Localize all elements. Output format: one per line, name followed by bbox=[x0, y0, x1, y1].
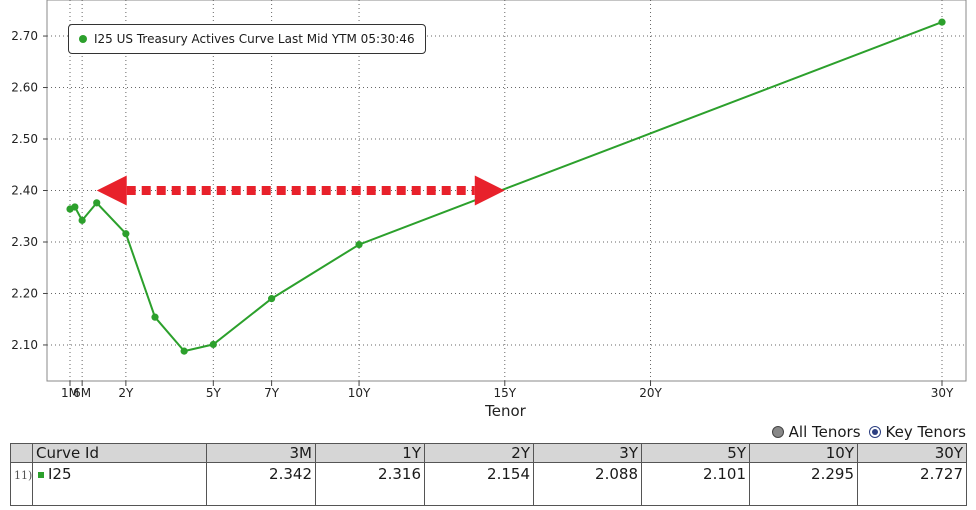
column-header[interactable]: 2Y bbox=[424, 443, 534, 463]
y-tick-label: 2.70 bbox=[11, 29, 38, 43]
y-tick-label: 2.30 bbox=[11, 235, 38, 249]
x-tick-label: 15Y bbox=[493, 386, 516, 400]
key-tenors-radio[interactable]: Key Tenors bbox=[868, 423, 966, 441]
x-tick-label: 2Y bbox=[118, 386, 134, 400]
data-point bbox=[78, 216, 86, 224]
value-cell: 2.342 bbox=[206, 462, 316, 506]
data-point bbox=[938, 18, 946, 26]
curve-id-cell: I25 bbox=[32, 462, 207, 506]
legend-series-dot bbox=[79, 35, 87, 43]
data-point bbox=[151, 313, 159, 321]
x-tick-label: 20Y bbox=[639, 386, 662, 400]
y-tick-label: 2.50 bbox=[11, 132, 38, 146]
x-tick-label: 10Y bbox=[348, 386, 371, 400]
x-axis-label: Tenor bbox=[484, 402, 527, 420]
data-point bbox=[71, 203, 79, 211]
x-tick-label: 30Y bbox=[931, 386, 954, 400]
column-header[interactable]: Curve Id bbox=[32, 443, 207, 463]
radio-selected-icon bbox=[868, 426, 881, 438]
column-header[interactable]: 1Y bbox=[315, 443, 425, 463]
series-line bbox=[69, 21, 943, 353]
y-tick-label: 2.20 bbox=[11, 286, 38, 300]
curve-table: Curve Id 3M 1Y 2Y 3Y 5Y 10Y 30Y 11) I25 … bbox=[10, 443, 967, 506]
table-row[interactable]: 11) I25 2.342 2.316 2.154 2.088 2.101 2.… bbox=[10, 462, 967, 506]
column-header[interactable]: 3M bbox=[206, 443, 316, 463]
y-tick-label: 2.40 bbox=[11, 184, 38, 198]
data-point bbox=[209, 340, 217, 349]
data-point bbox=[180, 347, 188, 355]
x-tick-label: 7Y bbox=[264, 386, 280, 400]
y-tick-label: 2.10 bbox=[11, 338, 38, 352]
radio-unselected-icon bbox=[771, 426, 784, 438]
row-index-cell: 11) bbox=[10, 462, 33, 506]
all-tenors-radio[interactable]: All Tenors bbox=[771, 423, 861, 441]
data-point bbox=[93, 199, 101, 207]
y-tick-label: 2.60 bbox=[11, 81, 38, 95]
annotation-arrow-left-head bbox=[96, 175, 127, 206]
x-tick-label: 1M bbox=[61, 386, 79, 400]
series-color-icon bbox=[38, 472, 44, 478]
curve-id: I25 bbox=[48, 465, 72, 483]
row-index: 11) bbox=[14, 469, 33, 482]
tenor-toggle: All Tenors Key Tenors bbox=[771, 423, 966, 441]
data-point bbox=[122, 230, 130, 238]
value-cell: 2.727 bbox=[857, 462, 967, 506]
index-header bbox=[10, 443, 33, 463]
key-tenors-label: Key Tenors bbox=[885, 423, 966, 441]
value-cell: 2.088 bbox=[533, 462, 642, 506]
value-cell: 2.154 bbox=[424, 462, 534, 506]
x-tick-label: 6M bbox=[73, 386, 91, 400]
data-point bbox=[355, 240, 363, 249]
value-cell: 2.316 bbox=[315, 462, 425, 506]
value-cell: 2.295 bbox=[749, 462, 858, 506]
column-header[interactable]: 30Y bbox=[857, 443, 967, 463]
all-tenors-label: All Tenors bbox=[788, 423, 861, 441]
plot-frame bbox=[46, 0, 967, 382]
data-point bbox=[268, 295, 276, 303]
column-header[interactable]: 5Y bbox=[641, 443, 750, 463]
x-tick-label: 5Y bbox=[206, 386, 222, 400]
annotation-arrow-right-head bbox=[474, 175, 505, 206]
table-header-row: Curve Id 3M 1Y 2Y 3Y 5Y 10Y 30Y bbox=[10, 443, 967, 463]
chart-legend: I25 US Treasury Actives Curve Last Mid Y… bbox=[68, 24, 426, 54]
value-cell: 2.101 bbox=[641, 462, 750, 506]
column-header[interactable]: 10Y bbox=[749, 443, 858, 463]
column-header[interactable]: 3Y bbox=[533, 443, 642, 463]
legend-series-label: I25 US Treasury Actives Curve Last Mid Y… bbox=[94, 32, 415, 46]
